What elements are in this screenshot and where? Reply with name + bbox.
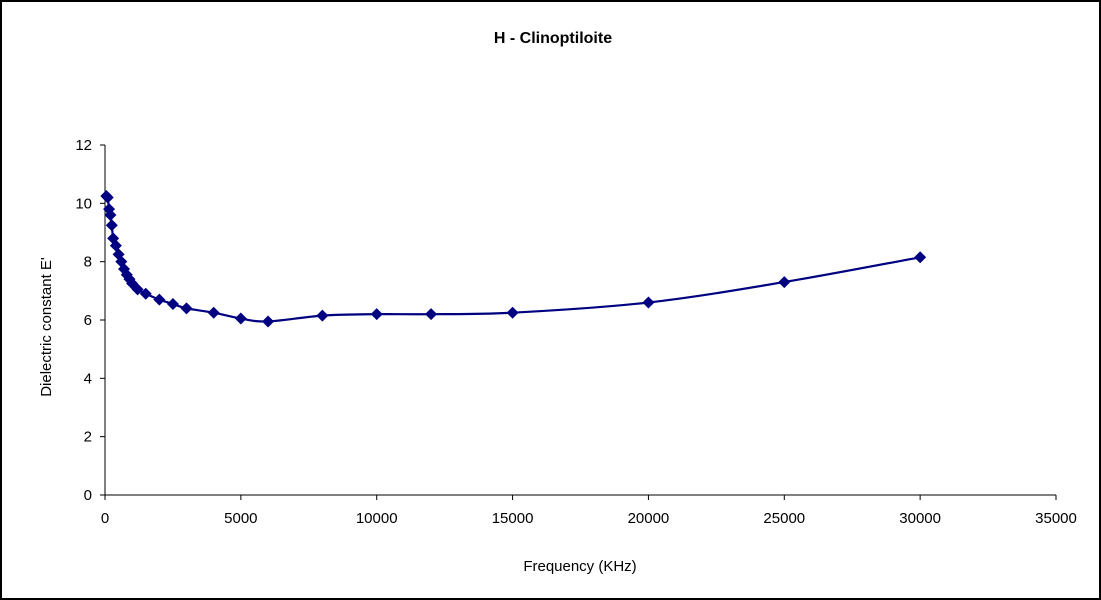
plot-area: 0 2 4 6 8 10 12 0 5000 10000 15000 20000 25000 30000…: [75, 137, 1077, 527]
data-point-marker: [425, 308, 438, 321]
data-point-marker: [104, 209, 117, 221]
y-tick-label: 4: [84, 370, 92, 387]
chart-title: H - Clinoptiloite: [494, 30, 612, 47]
data-point-marker: [642, 296, 655, 309]
x-tick-label: 0: [101, 510, 109, 527]
x-tick-label: 35000: [1035, 510, 1077, 527]
data-point-marker: [101, 191, 114, 204]
data-point-marker: [506, 306, 519, 319]
data-point-marker: [778, 276, 791, 289]
data-point-marker: [234, 312, 247, 325]
y-tick-label: 12: [75, 137, 92, 154]
y-ticks: 0 2 4 6 8 10 12: [75, 137, 105, 504]
data-point-marker: [914, 251, 927, 264]
x-tick-label: 30000: [899, 510, 941, 527]
y-tick-label: 0: [84, 487, 92, 504]
x-tick-label: 15000: [492, 510, 534, 527]
series-line: [105, 194, 921, 323]
data-point-marker: [207, 306, 220, 319]
x-axis-label: Frequency (KHz): [523, 558, 636, 575]
data-point-marker: [153, 293, 166, 306]
data-point-marker: [180, 302, 193, 315]
data-point-marker: [118, 262, 131, 275]
data-point-marker: [139, 287, 152, 300]
data-point-marker: [109, 239, 122, 252]
data-point-marker: [166, 297, 179, 310]
x-tick-label: 20000: [628, 510, 670, 527]
x-tick-label: 10000: [356, 510, 398, 527]
data-point-marker: [370, 308, 383, 321]
y-tick-label: 10: [75, 195, 92, 212]
y-tick-label: 2: [84, 429, 92, 446]
data-point-marker: [131, 283, 144, 296]
data-point-marker: [262, 315, 275, 328]
y-axis-label: Dielectric constant E': [38, 257, 55, 397]
y-tick-label: 6: [84, 312, 92, 329]
x-tick-label: 25000: [763, 510, 805, 527]
x-tick-label: 5000: [224, 510, 257, 527]
x-ticks: 0 5000 10000 15000 20000 25000 30000 35000: [101, 495, 1077, 527]
y-tick-label: 8: [84, 254, 92, 271]
data-point-marker: [316, 309, 329, 322]
data-point-marker: [105, 219, 118, 232]
data-markers: [100, 190, 927, 328]
